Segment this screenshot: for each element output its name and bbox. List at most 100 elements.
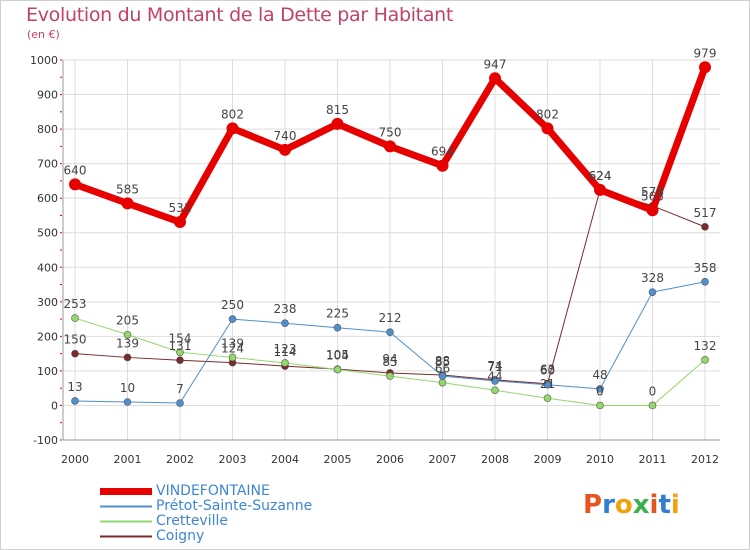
legend-item-pretot: Prétot-Sainte-Suzanne [100, 499, 312, 514]
data-point [71, 314, 79, 322]
logo-letter: i [649, 490, 659, 520]
proxiti-logo: Proxiti [583, 490, 680, 520]
y-tick-label: 200 [37, 330, 58, 343]
x-tick-label: 2003 [219, 453, 247, 466]
data-point [228, 315, 237, 323]
legend-swatch [100, 535, 152, 538]
data-label: 60 [540, 364, 555, 378]
data-point [226, 122, 239, 135]
x-tick-label: 2008 [481, 453, 509, 466]
logo-letter: r [602, 490, 615, 520]
data-point [491, 386, 499, 395]
unit-label: (en €) [27, 28, 60, 41]
x-tick-label: 2010 [586, 453, 614, 466]
data-point [384, 140, 396, 153]
legend-swatch [100, 505, 152, 508]
y-tick-label: 400 [37, 261, 58, 274]
data-label: 123 [274, 342, 297, 356]
data-point [228, 353, 237, 362]
data-point [123, 398, 132, 406]
data-label: 139 [116, 336, 139, 350]
data-point [489, 72, 501, 85]
data-label: 750 [379, 125, 402, 139]
data-point [596, 385, 604, 393]
data-label: 947 [484, 57, 507, 71]
y-tick-label: 900 [37, 89, 58, 102]
x-tick-label: 2006 [376, 453, 404, 466]
logo-letter: x [632, 490, 650, 520]
data-label: 694 [431, 145, 454, 159]
data-point [701, 223, 709, 231]
data-label: 565 [641, 189, 664, 203]
data-label: 7 [176, 382, 184, 396]
data-point [386, 328, 394, 337]
data-label: 10 [120, 381, 135, 395]
data-label: 63 [540, 363, 555, 377]
data-point [596, 401, 604, 410]
data-label: 205 [116, 314, 139, 328]
y-tick-label: 0 [51, 399, 58, 412]
data-point [386, 372, 394, 380]
data-point [69, 178, 81, 191]
x-tick-label: 2007 [429, 453, 457, 466]
data-label: 124 [221, 342, 244, 356]
data-point [123, 330, 132, 339]
data-label: 94 [382, 352, 397, 366]
data-point [333, 323, 342, 332]
data-point [648, 288, 657, 296]
logo-letter: t [658, 490, 671, 520]
x-tick-label: 2011 [639, 453, 667, 466]
data-point [176, 348, 184, 357]
data-point [279, 143, 291, 156]
y-tick-label: 300 [37, 296, 58, 309]
x-tick-label: 2009 [534, 453, 562, 466]
data-point [701, 277, 709, 286]
data-label: 238 [274, 302, 297, 316]
legend-label: Coigny [156, 528, 205, 544]
data-point [281, 319, 289, 328]
data-point [121, 197, 134, 210]
legend: VINDEFONTAINE Prétot-Sainte-Suzanne Cret… [100, 484, 312, 544]
data-label: 85 [382, 355, 397, 369]
data-label: 74 [487, 359, 502, 373]
x-tick-label: 2004 [271, 453, 299, 466]
data-point [541, 122, 554, 135]
legend-item-cretteville: Cretteville [100, 514, 312, 529]
data-point [281, 359, 289, 367]
data-point [648, 401, 657, 410]
data-label: 44 [487, 369, 502, 383]
data-label: 328 [641, 271, 664, 285]
data-label: 225 [326, 307, 349, 321]
logo-letter: o [614, 490, 633, 520]
data-point [333, 365, 342, 374]
y-tick-label: 100 [37, 365, 58, 378]
data-point [331, 117, 344, 130]
data-point [646, 204, 659, 217]
data-label: 150 [64, 333, 87, 347]
logo-letter: i [670, 490, 680, 520]
data-point [594, 183, 606, 196]
data-label: 66 [435, 362, 450, 376]
legend-swatch [100, 488, 152, 495]
data-point [699, 61, 711, 74]
data-label: 0 [649, 384, 657, 398]
data-point [71, 349, 79, 358]
data-label: 624 [589, 169, 612, 183]
data-label: 624 [589, 169, 612, 183]
y-tick-label: 500 [37, 227, 58, 240]
data-label: 114 [274, 345, 297, 359]
data-label: 131 [169, 339, 192, 353]
data-point [491, 377, 499, 385]
data-label: 517 [694, 206, 717, 220]
legend-item-coigny: Coigny [100, 529, 312, 544]
legend-label: Cretteville [156, 513, 228, 529]
y-tick-label: 600 [37, 192, 58, 205]
data-point [436, 159, 449, 172]
plot-area [63, 60, 720, 440]
logo-letter: P [583, 490, 603, 520]
data-point [174, 216, 186, 229]
data-point [438, 378, 447, 387]
data-label: 85 [435, 355, 450, 369]
legend-swatch [100, 520, 152, 523]
data-point [543, 380, 552, 389]
